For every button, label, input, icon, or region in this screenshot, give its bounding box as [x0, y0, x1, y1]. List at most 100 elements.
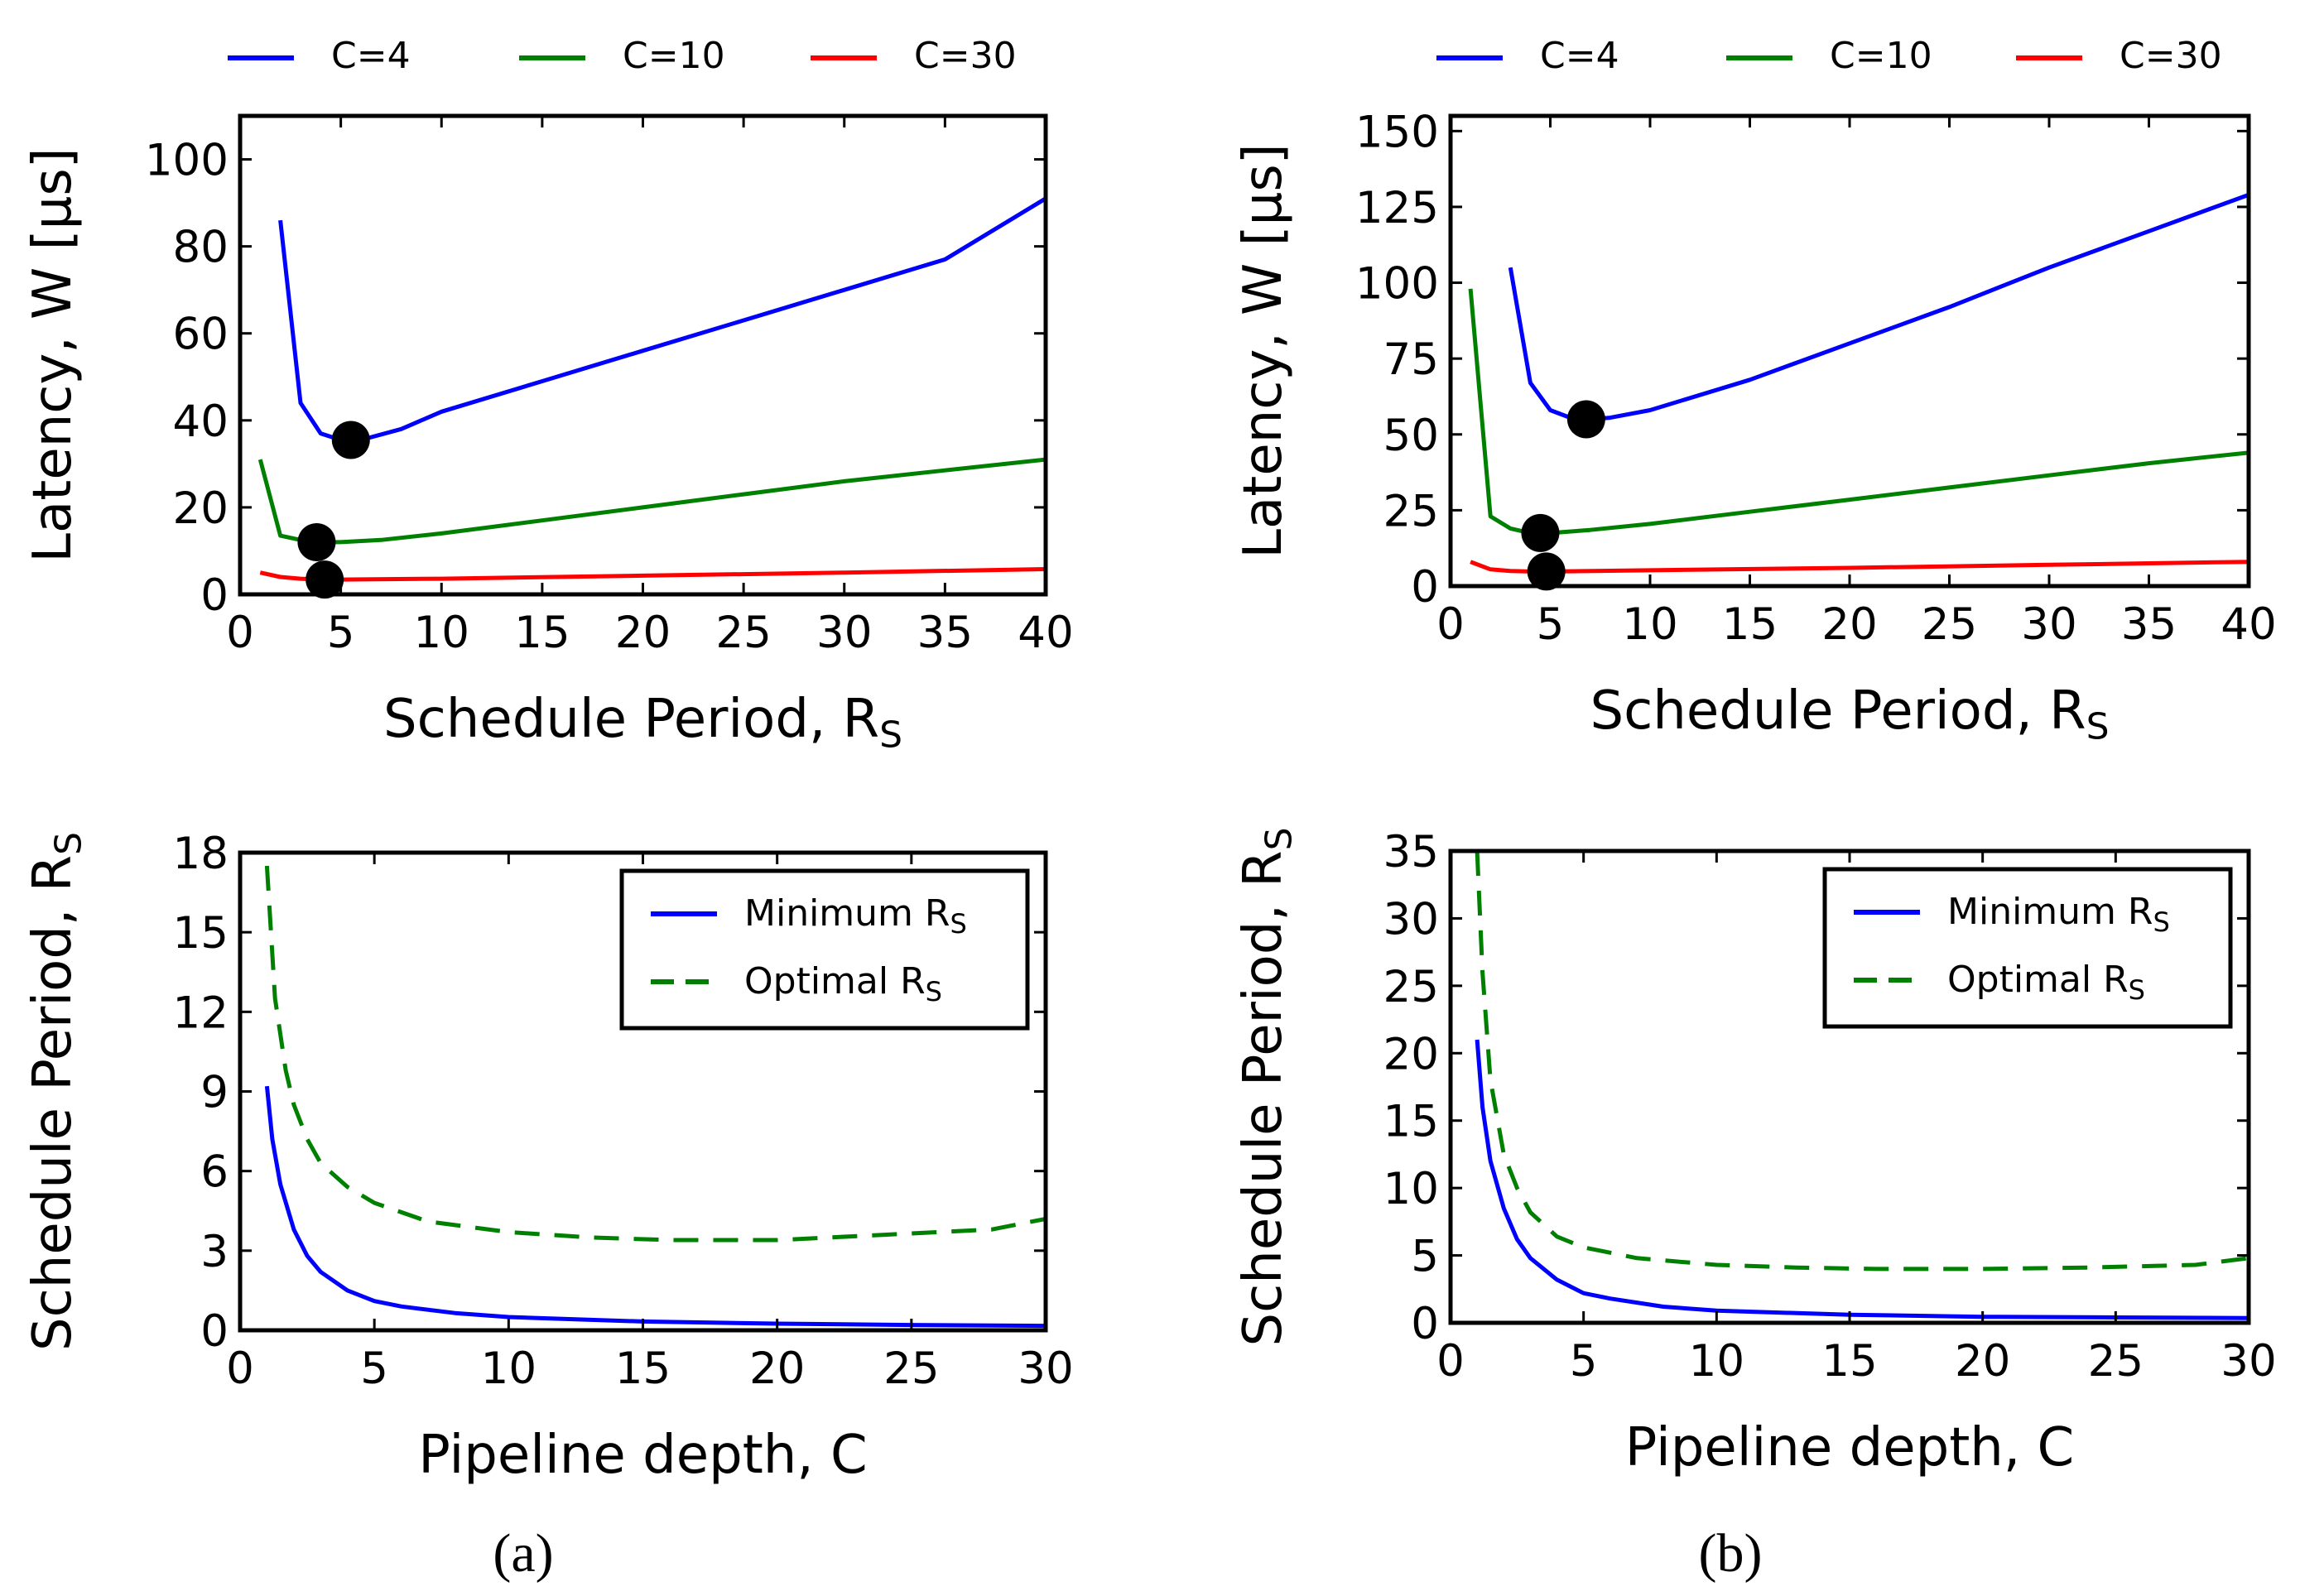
y-tick-label: 60: [173, 310, 229, 360]
caption-b: (b): [1699, 1523, 1763, 1584]
optimum-marker-a_top-2: [306, 560, 344, 599]
x-tick-label: 0: [1436, 599, 1465, 650]
x-axis-label: Pipeline depth, C: [418, 1425, 867, 1486]
y-tick-label: 9: [200, 1068, 229, 1118]
x-tick-label: 5: [1570, 1336, 1598, 1387]
y-tick-label: 12: [173, 988, 229, 1038]
x-tick-label: 40: [2221, 599, 2276, 650]
legend-label: C=30: [2120, 35, 2222, 77]
y-tick-label: 75: [1383, 334, 1439, 385]
plot-frame: [238, 113, 1048, 597]
series-line-a_top-2: [259, 567, 1046, 582]
x-tick-label: 35: [2121, 599, 2177, 650]
chart-a_top: 0 5 10 15 20 25 30 35 40 0 20 40 60 80 100 Schedule Per…: [22, 35, 1074, 756]
x-tick-label: 15: [615, 1344, 671, 1394]
chart-b_bottom: 0 5 10 15 20 25 30 0 5 10 15 20 25 30 35 Pipeline depth…: [1233, 827, 2277, 1478]
x-tick-label: 25: [883, 1344, 939, 1394]
x-tick-label: 30: [1018, 1344, 1073, 1394]
optimum-marker-a_top-0: [331, 421, 370, 459]
x-axis-label: Schedule Period, RS: [1590, 680, 2109, 748]
series-line-b_bottom-0: [1475, 1039, 2249, 1320]
y-axis-label: Schedule Period, RS: [22, 832, 89, 1351]
legend-label: C=10: [1830, 35, 1932, 77]
y-tick-label: 100: [1355, 259, 1439, 310]
legend-box: [619, 868, 1030, 1031]
y-tick-label: 30: [1383, 894, 1439, 945]
x-tick-label: 25: [1922, 599, 1977, 650]
caption-a: (a): [493, 1523, 553, 1584]
x-tick-label: 5: [360, 1344, 388, 1394]
x-tick-label: 20: [1955, 1336, 2010, 1387]
x-tick-label: 0: [1436, 1336, 1465, 1387]
series-line-a_top-1: [257, 457, 1046, 545]
y-tick-label: 150: [1355, 107, 1439, 157]
y-tick-label: 15: [1383, 1097, 1439, 1147]
optimum-marker-a_top-1: [297, 522, 336, 561]
y-axis-label: Schedule Period, RS: [1233, 827, 1300, 1346]
legend-label: Optimal RS: [1947, 959, 2145, 1006]
y-tick-label: 6: [200, 1147, 229, 1198]
series-line-b_top-2: [1470, 560, 2249, 574]
x-tick-label: 30: [2021, 599, 2076, 650]
optimum-marker-b_top-0: [1566, 400, 1605, 439]
legend-label: Minimum RS: [1947, 891, 2170, 938]
x-tick-label: 30: [816, 608, 872, 658]
legend-box: [1822, 867, 2233, 1029]
legend-label: C=10: [623, 35, 725, 77]
y-tick-label: 35: [1383, 827, 1439, 877]
y-tick-label: 0: [1411, 562, 1439, 613]
y-tick-label: 0: [200, 570, 229, 621]
x-tick-label: 25: [715, 608, 771, 658]
chart-a_bottom: 0 5 10 15 20 25 30 0 3 6 9 12 15 18 Pipeline depth, C S…: [22, 829, 1074, 1486]
x-tick-label: 20: [1821, 599, 1877, 650]
y-tick-label: 0: [200, 1306, 229, 1357]
optimum-marker-b_top-2: [1527, 552, 1566, 591]
x-tick-label: 0: [226, 1344, 254, 1394]
legend-label: C=30: [914, 35, 1017, 77]
y-tick-label: 18: [173, 829, 229, 879]
y-axis-label: Latency, W [µs]: [1233, 143, 1294, 558]
x-tick-label: 10: [414, 608, 469, 658]
x-axis-label: Pipeline depth, C: [1625, 1417, 2074, 1478]
series-line-a_bottom-0: [264, 1085, 1046, 1329]
optimum-marker-b_top-1: [1521, 513, 1560, 552]
x-tick-label: 15: [1821, 1336, 1877, 1387]
chart-b_top: 0 5 10 15 20 25 30 35 40 0 25 50 75 100 125 150 Schedule…: [1233, 35, 2277, 748]
y-tick-label: 50: [1383, 411, 1439, 461]
series-line-b_top-0: [1508, 192, 2249, 421]
x-tick-label: 10: [1689, 1336, 1744, 1387]
y-tick-label: 20: [1383, 1029, 1439, 1079]
y-tick-label: 25: [1383, 962, 1439, 1012]
legend-label: C=4: [1540, 35, 1619, 77]
x-tick-label: 30: [2221, 1336, 2276, 1387]
x-tick-label: 20: [749, 1344, 805, 1394]
x-tick-label: 40: [1018, 608, 1073, 658]
x-tick-label: 15: [514, 608, 570, 658]
x-tick-label: 5: [327, 608, 355, 658]
legend-label: Optimal RS: [744, 960, 942, 1007]
legend-label: C=4: [331, 35, 411, 77]
y-axis-label: Latency, W [µs]: [22, 147, 84, 562]
y-tick-label: 100: [145, 136, 229, 186]
y-tick-label: 3: [200, 1227, 229, 1277]
y-tick-label: 0: [1411, 1299, 1439, 1349]
plot-frame: [1448, 113, 2251, 589]
x-tick-label: 5: [1537, 599, 1565, 650]
series-line-b_top-1: [1468, 288, 2249, 536]
series-line-a_top-0: [278, 196, 1046, 442]
y-tick-label: 80: [173, 223, 229, 273]
series-line-a_bottom-1: [264, 865, 1046, 1243]
y-tick-label: 125: [1355, 183, 1439, 233]
y-tick-label: 10: [1383, 1164, 1439, 1214]
y-tick-label: 5: [1411, 1232, 1439, 1282]
x-tick-label: 35: [917, 608, 973, 658]
x-tick-label: 0: [226, 608, 254, 658]
y-tick-label: 25: [1383, 486, 1439, 536]
series-line-b_bottom-1: [1475, 851, 2249, 1272]
y-tick-label: 40: [173, 397, 229, 447]
legend-label: Minimum RS: [744, 892, 967, 940]
x-tick-label: 25: [2088, 1336, 2144, 1387]
x-tick-label: 15: [1722, 599, 1778, 650]
x-tick-label: 10: [481, 1344, 537, 1394]
